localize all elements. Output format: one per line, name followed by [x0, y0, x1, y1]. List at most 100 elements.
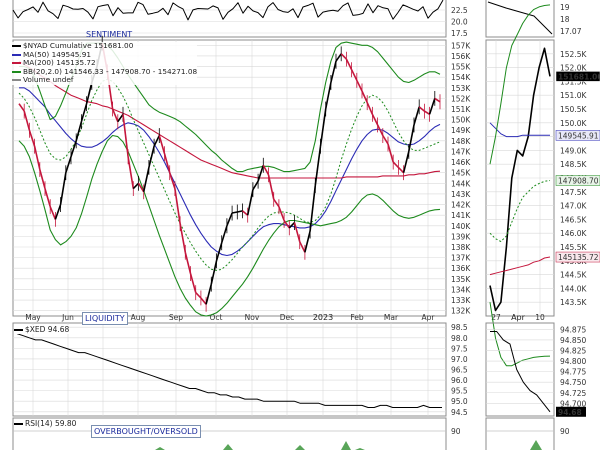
- price-segment: [39, 169, 46, 189]
- price-segment: [189, 273, 197, 293]
- rsi-overbought-spike: [295, 445, 305, 450]
- zoom-y-tick-label: 147.0K: [560, 202, 587, 211]
- price-segment: [49, 206, 57, 220]
- rsi-zoom-y-tick-label: 90: [560, 427, 570, 436]
- price-segment: [44, 188, 51, 207]
- price-segment: [85, 82, 93, 104]
- main-y-tick-label: 140K: [451, 222, 471, 231]
- rsi-zoom-spike: [530, 440, 542, 450]
- xed-zoom-y-tick-label: 94.875: [560, 325, 586, 334]
- main-x-tick-label: Jun: [61, 313, 74, 322]
- main-y-tick-label: 137K: [451, 254, 471, 263]
- sentiment-tick-label: 17.5: [451, 29, 468, 38]
- main-y-tick-label: 148K: [451, 137, 471, 146]
- legend-main: $NYAD Cumulative 151681.00: [12, 41, 197, 51]
- main-x-tick-label: Dec: [280, 313, 295, 322]
- price-segment: [262, 164, 270, 176]
- xed-y-tick-label: 96.5: [451, 366, 468, 375]
- main-y-tick-label: 134K: [451, 285, 471, 294]
- zoom-x-tick-label: Apr: [511, 313, 526, 322]
- zoom-x-tick-label: 27: [491, 313, 501, 322]
- price-segment: [408, 124, 415, 152]
- price-segment: [387, 143, 394, 163]
- price-segment: [226, 212, 233, 227]
- price-segment: [137, 182, 145, 193]
- main-y-tick-label: 139K: [451, 232, 471, 241]
- rsi-frame: [12, 417, 447, 450]
- sentiment-tick-label: 20.0: [451, 18, 468, 27]
- main-y-tick-label: 144K: [451, 179, 471, 188]
- sentiment-label: SENTIMENT: [86, 30, 133, 39]
- price-segment: [54, 204, 62, 220]
- zoom-y-tick-label: 151.5K: [560, 77, 587, 86]
- rsi-overbought-spike: [341, 441, 351, 450]
- xed-y-tick-label: 97.5: [451, 344, 468, 353]
- price-segment: [205, 283, 213, 305]
- main-y-tick-label: 142K: [451, 201, 471, 210]
- xed-legend: $XED 94.68: [14, 325, 70, 334]
- price-segment: [75, 121, 83, 142]
- zoom-x-tick-label: 10: [535, 313, 545, 322]
- price-segment: [340, 53, 347, 60]
- price-segment: [356, 79, 363, 92]
- price-segment: [111, 108, 119, 123]
- rsi-panel: 90 90: [12, 417, 570, 450]
- zoom-y-tick-label: 152.0K: [560, 64, 587, 73]
- main-x-tick-label: Mar: [384, 313, 399, 322]
- series-bb-middle: [18, 78, 441, 271]
- price-segment: [319, 108, 327, 147]
- price-segment: [168, 172, 176, 189]
- series-ma50: [19, 87, 441, 257]
- zoom-bb-middle: [489, 180, 551, 242]
- zoom-panel: 152.5K 152.0K 151.5K 151.0K 150.5K 150.0K 149.…: [485, 4, 600, 367]
- price-segment: [18, 103, 25, 112]
- last-value-tag-label: 151681.00: [558, 72, 600, 81]
- xed-zoom-y-tick-label: 94.700: [560, 399, 586, 408]
- sentiment-zoom-tick-label: 17.07: [560, 27, 582, 36]
- price-segment: [335, 53, 342, 62]
- main-y-tick-label: 156K: [451, 52, 471, 61]
- main-x-tick-label: Feb: [350, 313, 364, 322]
- xed-y-tick-label: 97.0: [451, 355, 468, 364]
- main-y-tick-label: 147K: [451, 147, 471, 156]
- main-y-tick-label: 135K: [451, 275, 471, 284]
- zoom-ma-50-: [489, 122, 550, 138]
- main-y-tick-label: 146K: [451, 158, 471, 167]
- rsi-y-tick-label: 90: [451, 427, 461, 436]
- zoom-y-tick-label: 145.5K: [560, 243, 587, 252]
- price-segment: [314, 146, 322, 186]
- xed-zoom-y-tick-label: 94.750: [560, 378, 586, 387]
- sentiment-zoom-frame: [485, 0, 555, 38]
- zoom-bb-upper: [489, 4, 551, 165]
- xed-y-tick-label: 96.0: [451, 376, 468, 385]
- price-segment: [423, 110, 431, 115]
- last-value-tag: [555, 130, 600, 141]
- price-segment: [298, 241, 306, 253]
- zoom-y-tick-label: 149.0K: [560, 146, 587, 155]
- xed-y-tick-label: 98.5: [451, 323, 468, 332]
- liquidity-label: LIQUIDITY: [82, 312, 128, 325]
- price-segment: [324, 82, 332, 110]
- last-value-tag-label: 145135.72: [558, 253, 599, 262]
- price-segment: [200, 297, 207, 305]
- price-segment: [33, 146, 41, 170]
- main-legend: $NYAD Cumulative 151681.00 MA(50) 149545…: [12, 41, 198, 85]
- price-segment: [288, 222, 296, 229]
- zoom-y-tick-label: 144.0K: [560, 284, 587, 293]
- sentiment-frame: [12, 0, 447, 38]
- main-y-tick-label: 133K: [451, 296, 471, 305]
- price-segment: [220, 225, 228, 244]
- price-segment: [163, 153, 171, 173]
- price-segment: [241, 210, 249, 216]
- last-value-tag: [555, 251, 600, 263]
- xed-line: [16, 333, 442, 408]
- zoom-y-tick-label: 148.5K: [560, 160, 587, 169]
- legend-volume: Volume undef: [12, 76, 197, 85]
- last-value-tag-label: 149545.91: [558, 131, 599, 140]
- price-segment: [418, 106, 425, 112]
- price-segment: [59, 172, 67, 205]
- main-y-tick-label: 149K: [451, 126, 471, 135]
- price-segment: [283, 220, 290, 229]
